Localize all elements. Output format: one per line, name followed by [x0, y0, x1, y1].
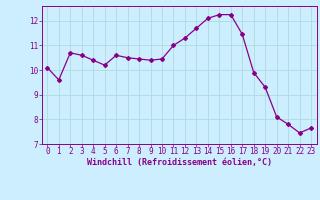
X-axis label: Windchill (Refroidissement éolien,°C): Windchill (Refroidissement éolien,°C) [87, 158, 272, 167]
